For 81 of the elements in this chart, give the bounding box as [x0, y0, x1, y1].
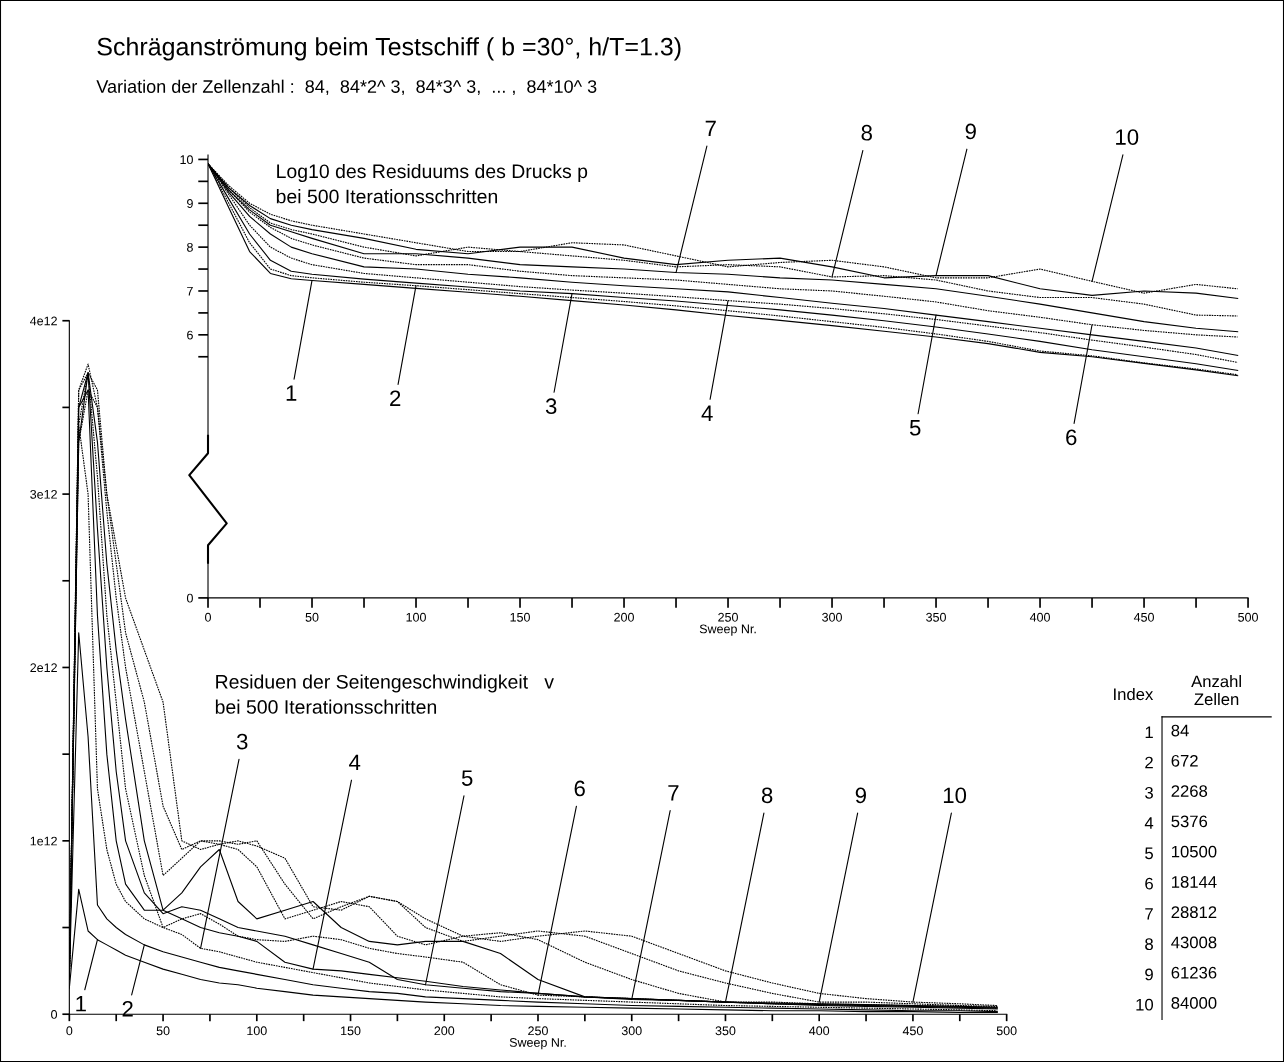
data-label: 84000: [1171, 997, 1217, 1009]
y-tick-label: 6: [1145, 877, 1153, 890]
annotation: Residuen der Seitengeschwindigkeit v bei 500 Iterationsschritten: [215, 674, 554, 714]
data-label: 43008: [1171, 936, 1217, 949]
data-label: 18144: [1172, 875, 1217, 888]
y-tick-label: 2: [1145, 756, 1153, 769]
x-tick-label: 0: [66, 1026, 73, 1036]
x-tick-label: 200: [614, 612, 634, 622]
y-tick-label: 8: [187, 242, 193, 252]
annotation: 3: [236, 733, 248, 750]
x-tick-label: 350: [926, 612, 946, 622]
annotation: 1: [76, 996, 86, 1012]
x-tick-label: 300: [621, 1026, 642, 1036]
annotation: 10: [943, 787, 967, 804]
x-tick-label: 0: [205, 612, 211, 622]
annotation: 6: [574, 780, 585, 797]
annotation: 9: [965, 123, 976, 140]
x-tick-label: 400: [1029, 612, 1050, 622]
x-tick-label: 450: [1133, 612, 1154, 622]
annotation: 2: [390, 390, 401, 406]
annotation: 6: [1066, 429, 1077, 446]
annotation: 10: [1116, 129, 1139, 145]
annotation: 8: [761, 787, 773, 804]
annotation: 5: [461, 770, 473, 786]
x-tick-label: 200: [434, 1026, 455, 1036]
x-tick-label: Anzahl Zellen: [1191, 675, 1241, 706]
data-label: 61236: [1171, 966, 1217, 979]
annotation: 7: [668, 785, 679, 801]
x-tick-label: 350: [715, 1026, 736, 1036]
x-tick-label: 450: [902, 1026, 923, 1036]
y-tick-label: 3e12: [30, 489, 57, 499]
annotation: 4: [349, 754, 361, 771]
annotation: 4: [701, 405, 713, 421]
y-tick-label: 6: [187, 330, 193, 340]
annotation: Log10 des Residuums des Drucks p bei 500 Iterationsschritten: [276, 163, 588, 204]
y-tick-label: 9: [187, 199, 193, 208]
data-label: 28812: [1171, 906, 1217, 919]
y-tick-label: 1: [1145, 726, 1153, 739]
y-tick-label: 10: [1136, 998, 1154, 1011]
x-tick-label: 100: [247, 1026, 267, 1036]
x-tick-label: 50: [305, 612, 319, 622]
y-tick-label: 3: [1145, 786, 1153, 799]
y-tick-label: 8: [1145, 938, 1153, 951]
x-axis-title: Sweep Nr.: [509, 1038, 566, 1050]
y-tick-label: 1e12: [30, 836, 57, 846]
data-label: 5376: [1171, 815, 1208, 828]
x-tick-label: 50: [156, 1026, 170, 1036]
x-tick-label: 250: [718, 612, 738, 622]
y-tick-label: 9: [1145, 968, 1153, 981]
chart-subtitle: Variation der Zellenzahl : 84, 84*2^ 3, 84*3^ 3, ... , 84*10^ 3: [96, 79, 597, 96]
data-label: 84: [1171, 724, 1189, 737]
x-tick-label: 500: [1238, 612, 1258, 622]
data-label: 10500: [1172, 845, 1217, 858]
x-axis-title: Sweep Nr.: [699, 624, 756, 636]
y-tick-label: 0: [186, 593, 193, 603]
data-label: 672: [1171, 754, 1198, 767]
annotation: 2: [122, 1001, 133, 1017]
x-tick-label: 500: [996, 1026, 1017, 1036]
annotation: 1: [286, 385, 297, 401]
y-tick-label: 4e12: [30, 316, 57, 326]
y-tick-label: 5: [1145, 847, 1153, 860]
x-tick-label: 150: [341, 1026, 361, 1036]
annotation: 5: [909, 420, 921, 436]
x-tick-label: 300: [822, 612, 842, 622]
y-tick-label: 10: [180, 155, 193, 165]
y-tick-label: 0: [51, 1010, 58, 1019]
y-tick-label: 7: [1145, 908, 1153, 920]
annotation: 3: [545, 398, 557, 415]
y-axis-title: Index: [1114, 687, 1154, 701]
chart-title: Schräganströmung beim Testschiff ( b =30°, h/T=1.3): [97, 37, 681, 61]
y-tick-label: 4: [1144, 817, 1154, 829]
y-tick-label: 2e12: [30, 663, 57, 673]
x-tick-label: 100: [406, 612, 426, 622]
y-tick-label: 7: [187, 286, 193, 296]
data-label: 2268: [1171, 785, 1208, 797]
x-tick-label: 400: [809, 1026, 830, 1036]
annotation: 7: [705, 120, 716, 137]
annotation: 8: [861, 124, 872, 141]
x-tick-label: 250: [528, 1026, 548, 1036]
annotation: 9: [855, 787, 866, 804]
x-tick-label: 150: [510, 612, 530, 622]
